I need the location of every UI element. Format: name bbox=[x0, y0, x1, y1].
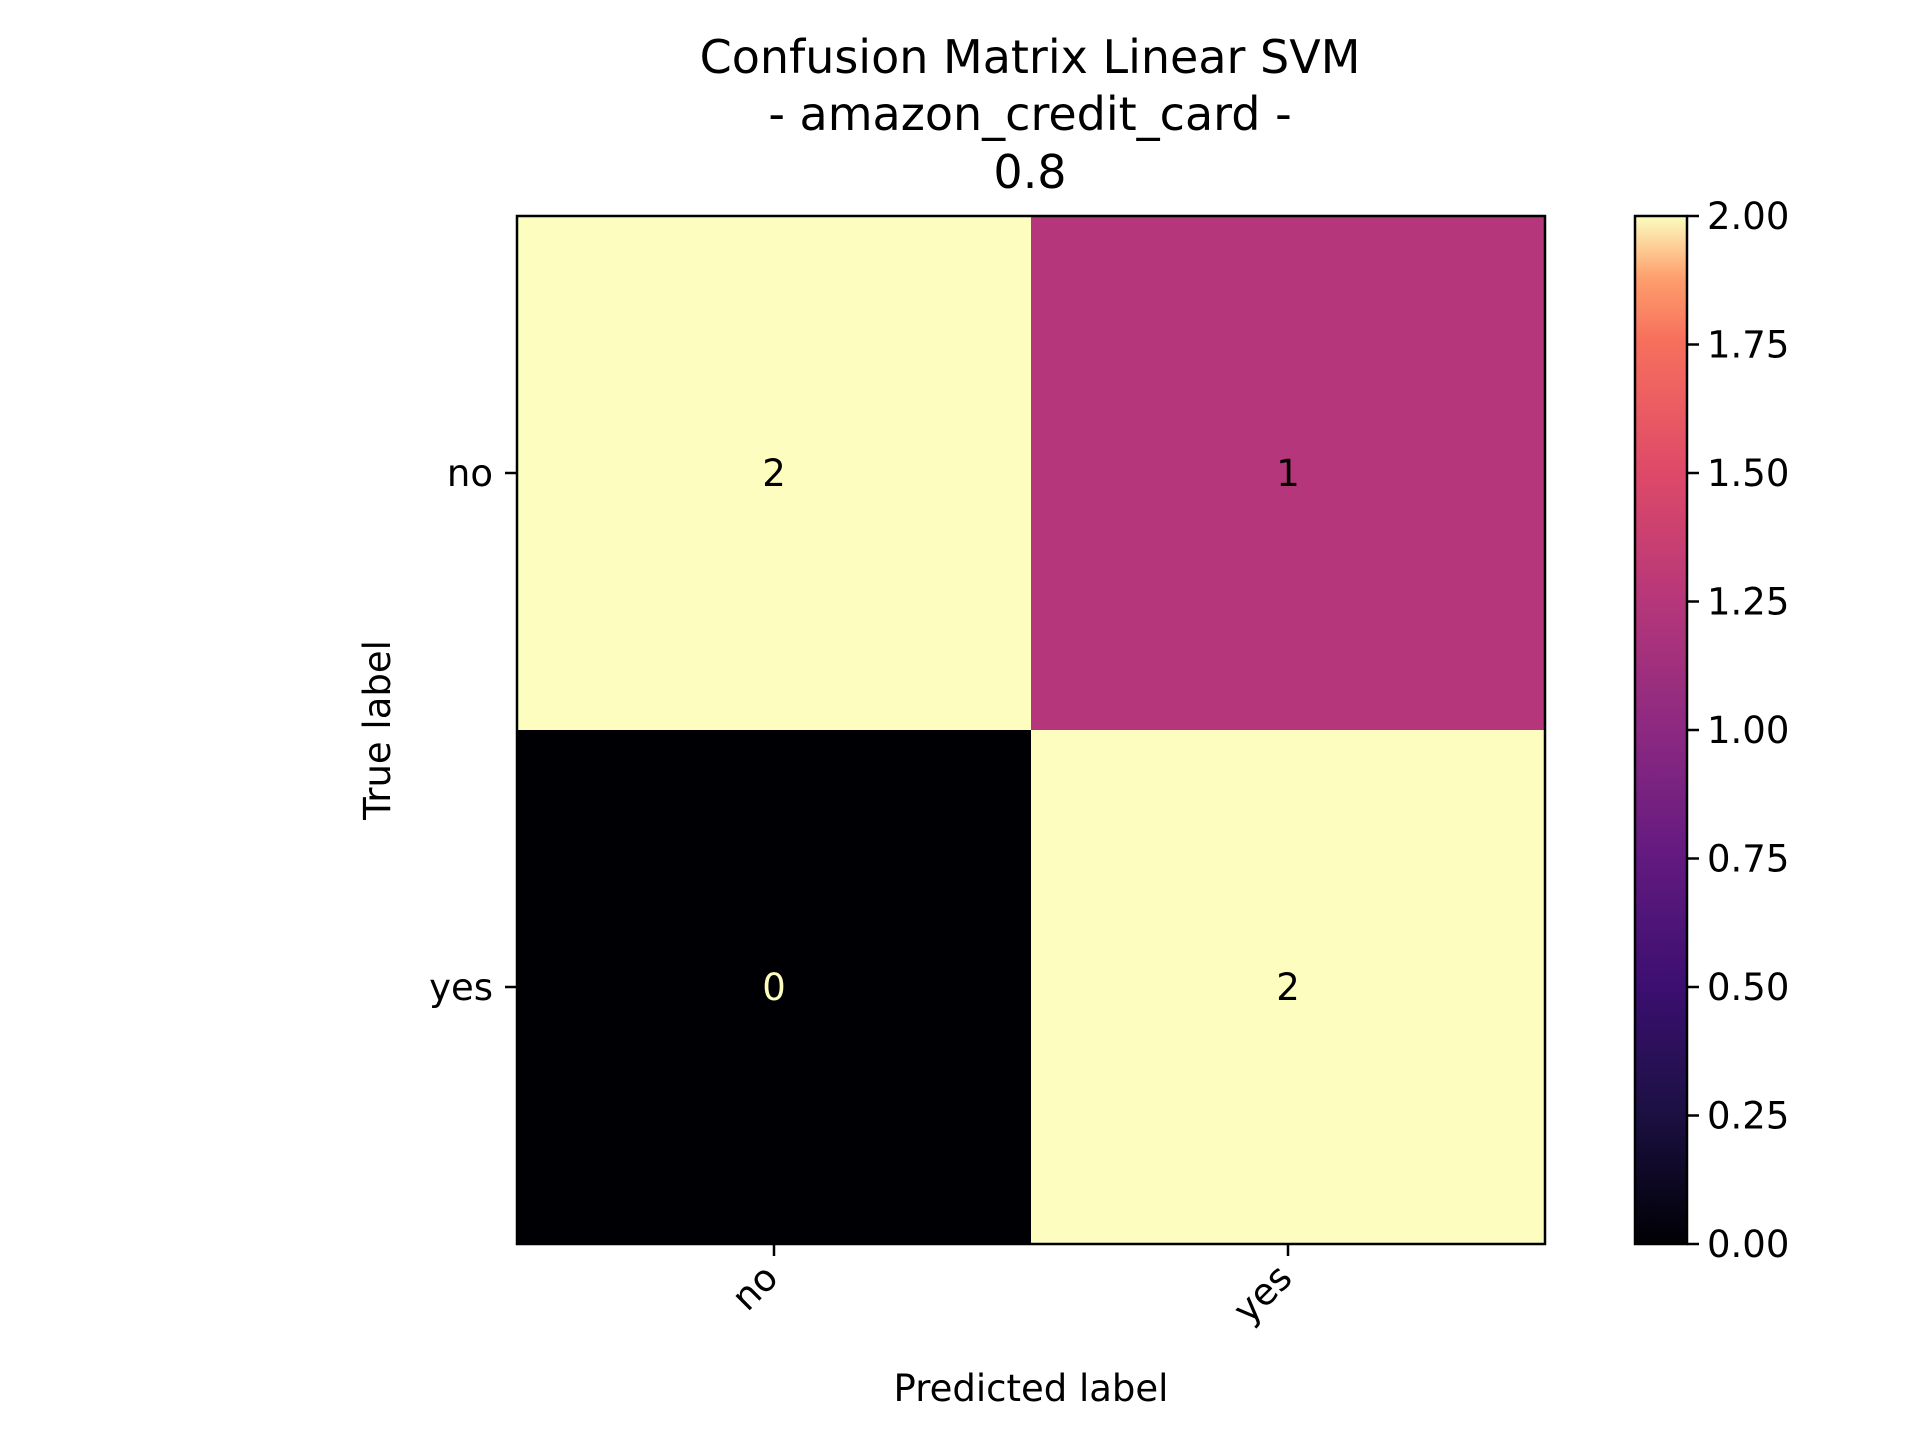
title-line-2: - amazon_credit_card - bbox=[768, 87, 1291, 141]
matrix-cell bbox=[517, 216, 1031, 730]
chart-title: Confusion Matrix Linear SVM - amazon_cre… bbox=[700, 30, 1361, 199]
colorbar-tick-label: 0.50 bbox=[1707, 966, 1789, 1009]
x-axis-label: Predicted label bbox=[894, 1367, 1169, 1410]
y-axis-ticks: no yes bbox=[429, 452, 517, 1009]
matrix-cell bbox=[517, 730, 1031, 1244]
colorbar-tick-label: 1.00 bbox=[1707, 709, 1789, 752]
cell-value-label: 0 bbox=[762, 966, 786, 1009]
matrix-cell-labels: 2 1 0 2 bbox=[762, 452, 1300, 1009]
title-line-1: Confusion Matrix Linear SVM bbox=[700, 30, 1361, 84]
colorbar: 0.00 0.25 0.50 0.75 1.00 1.25 1.50 1.75 2.00 bbox=[1633, 195, 1789, 1266]
cell-value-label: 2 bbox=[762, 452, 786, 495]
colorbar-tick-label: 1.50 bbox=[1707, 452, 1789, 495]
colorbar-tick-label: 1.25 bbox=[1707, 581, 1789, 624]
plot-frame bbox=[515, 214, 1547, 1246]
colorbar-gradient bbox=[1633, 214, 1689, 1246]
title-line-3: 0.8 bbox=[993, 145, 1066, 199]
colorbar-tick-label: 1.75 bbox=[1707, 324, 1789, 367]
y-tick-label: no bbox=[447, 452, 493, 495]
x-axis-ticks: no yes bbox=[723, 1244, 1300, 1332]
cell-value-label: 2 bbox=[1276, 966, 1300, 1009]
y-tick-label: yes bbox=[429, 966, 493, 1009]
colorbar-tick-label: 0.00 bbox=[1707, 1223, 1789, 1266]
y-axis-label: True label bbox=[356, 640, 399, 821]
colorbar-tick-label: 0.75 bbox=[1707, 838, 1789, 881]
x-tick-label: yes bbox=[1225, 1256, 1301, 1332]
matrix-cells bbox=[517, 216, 1545, 1244]
matrix-cell bbox=[1031, 216, 1545, 730]
colorbar-tick-label: 2.00 bbox=[1707, 195, 1789, 238]
cell-value-label: 1 bbox=[1276, 452, 1300, 495]
x-tick-label: no bbox=[723, 1256, 786, 1319]
colorbar-tick-label: 0.25 bbox=[1707, 1095, 1789, 1138]
matrix-cell bbox=[1031, 730, 1545, 1244]
colorbar-ticks: 0.00 0.25 0.50 0.75 1.00 1.25 1.50 1.75 2.00 bbox=[1687, 195, 1789, 1266]
